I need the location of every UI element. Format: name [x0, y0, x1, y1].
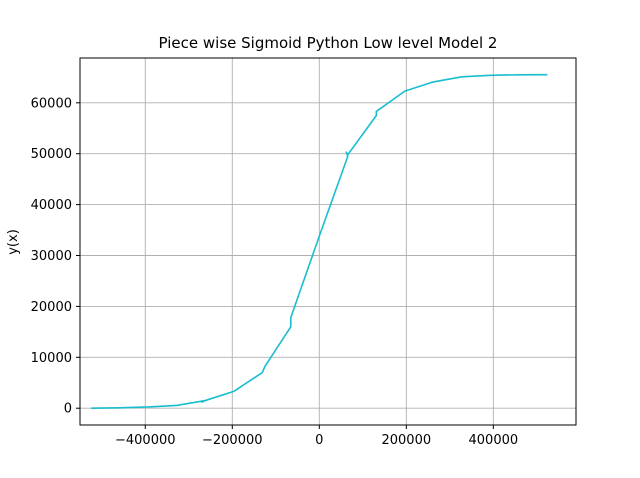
x-tick-label: 200000 [381, 433, 431, 448]
y-axis-label: y(x) [6, 229, 21, 255]
series-layer [91, 73, 548, 409]
plot-frame [79, 57, 577, 426]
x-tick-label: 400000 [469, 433, 519, 448]
y-tick-label: 50000 [31, 147, 72, 162]
series-line [91, 73, 548, 409]
y-tick-label: 30000 [31, 249, 72, 264]
grid-lines [80, 58, 576, 425]
y-tick-label: 20000 [31, 300, 72, 315]
y-tick-label: 10000 [31, 351, 72, 366]
x-axis: −400000 −200000 0 200000 400000 [115, 425, 518, 448]
y-tick-label: 0 [64, 402, 72, 417]
y-tick-label: 60000 [31, 96, 72, 111]
x-tick-label: −400000 [115, 433, 176, 448]
chart-title: Piece wise Sigmoid Python Low level Mode… [159, 34, 498, 52]
y-tick-label: 40000 [31, 198, 72, 213]
x-tick-label: −200000 [202, 433, 263, 448]
x-tick-label: 0 [315, 433, 323, 448]
y-axis: 0 10000 20000 30000 40000 50000 60000 [31, 96, 80, 417]
